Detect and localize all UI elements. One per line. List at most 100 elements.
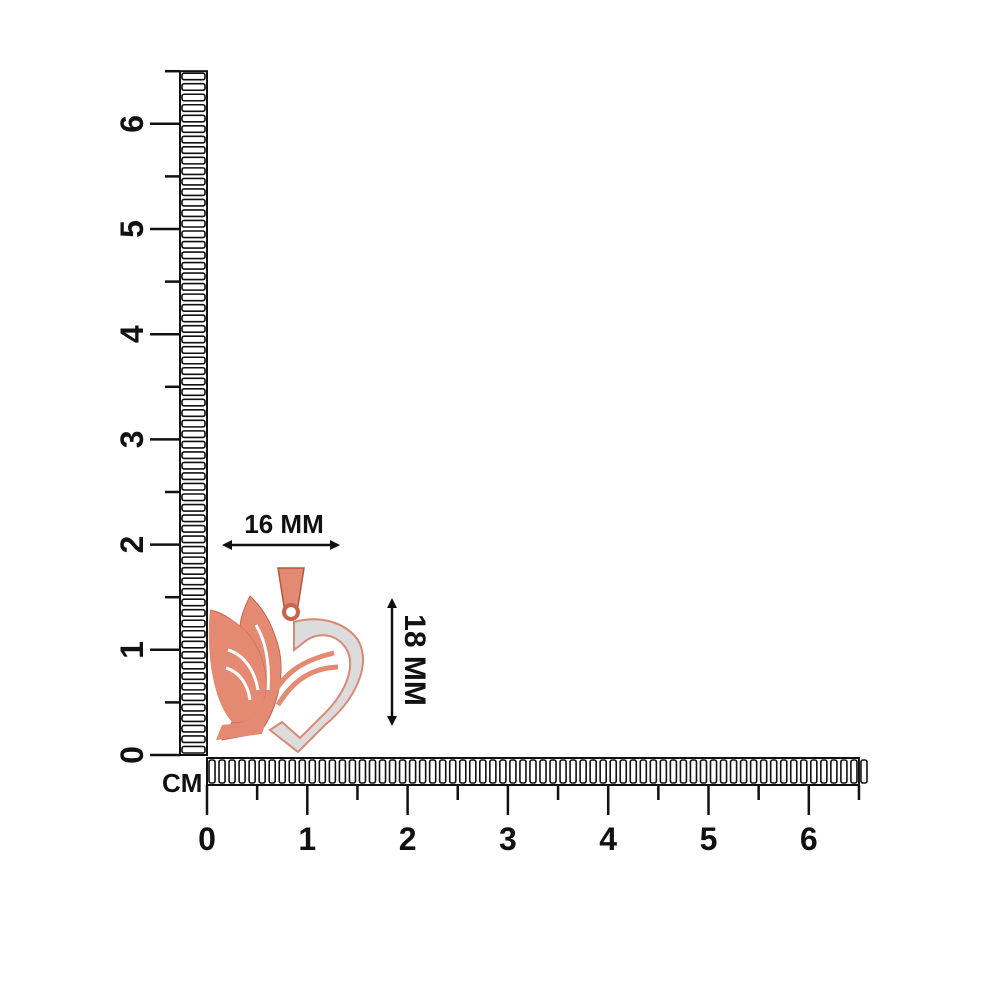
mm-cell [181,493,206,502]
mm-cell [181,377,206,386]
mm-cell [238,759,246,784]
mm-cell [388,759,397,784]
mm-cell [719,759,728,784]
mm-cell [181,440,206,449]
mm-cell [769,759,778,784]
mm-cell [298,759,307,784]
mm-cell [181,261,206,270]
mm-cell [288,759,297,784]
mm-cell [181,545,206,554]
mm-cell [779,759,788,784]
mm-cell [228,759,236,784]
mm-cell [181,282,206,291]
mm-cell [181,240,206,249]
mm-cell [408,759,417,784]
mm-cell [181,356,206,365]
mm-cell [649,759,658,784]
mm-cell [181,472,206,481]
mm-cell [181,135,206,144]
mm-cell [539,759,547,784]
mm-cell [679,759,688,784]
mm-cell [181,272,206,281]
mm-cell [181,125,206,134]
mm-cell [709,759,718,784]
mm-cell [278,759,287,784]
mm-cell [181,167,206,176]
mm-cell [749,759,758,784]
mm-cell [181,335,206,344]
mm-cell [181,514,206,523]
tick-label: 5 [700,821,718,857]
mm-cell [458,759,467,784]
mm-cell [181,619,206,628]
mm-cell [699,759,708,784]
mm-cell [609,759,618,784]
mm-cell [438,759,447,784]
mm-cell [328,759,337,784]
mm-cell [181,103,206,113]
mm-cell [599,759,607,784]
mm-cell [759,759,768,784]
mm-cell [569,759,577,784]
mm-cell [181,72,206,81]
mm-cell [181,324,206,333]
mm-cell [181,177,206,186]
mm-cell [398,759,407,784]
mm-cell [181,430,206,439]
mm-cell [799,759,808,784]
vertical-ruler: 0 1 2 3 4 5 6 [114,69,208,764]
mm-cell [850,759,858,784]
mm-cell [181,387,206,397]
mm-cell [579,759,587,784]
mm-cell [181,703,206,712]
tick-label: 5 [114,220,150,238]
mm-cell [181,524,206,533]
mm-cell [181,598,206,607]
mm-cell [428,759,437,784]
mm-cell [181,608,206,618]
mm-cell [729,759,738,784]
mm-cell [181,251,206,260]
mm-cell [181,672,206,681]
mm-cell [559,759,567,784]
tick-label: 3 [499,821,517,857]
mm-cell [181,535,206,544]
mm-cell [348,759,357,784]
mm-cell [479,759,487,784]
mm-cell [519,759,527,784]
mm-cell [448,759,457,784]
mm-cell [248,759,256,784]
unit-label: CM [162,768,202,798]
mm-cell [789,759,798,784]
tick-label: 1 [298,821,316,857]
mm-cell [181,503,206,512]
mm-cell [840,759,848,784]
mm-cell [468,759,477,784]
mm-cell [181,219,206,228]
tick-label: 4 [114,325,150,343]
mm-cell [181,587,206,596]
mm-cell [739,759,748,784]
tick-label: 4 [599,821,617,857]
mm-cell [181,735,206,744]
mm-cell [689,759,698,784]
mm-cell [181,661,206,670]
mm-cell [509,759,517,784]
mm-cell [181,714,206,723]
width-dimension: 16 MM [222,509,340,550]
mm-cell [549,759,557,784]
mm-cell [181,345,206,355]
horizontal-ruler: 0 1 2 3 4 5 6 [198,757,868,857]
mm-cell [218,759,226,784]
mm-cell [208,759,216,784]
mm-cell [181,398,206,407]
mm-cell [669,759,678,784]
tick-label: 3 [114,431,150,449]
tick-label: 2 [114,536,150,554]
mm-cell [659,759,668,784]
mm-cell [181,366,206,376]
mm-cell [820,759,828,784]
mm-cell [181,303,206,312]
